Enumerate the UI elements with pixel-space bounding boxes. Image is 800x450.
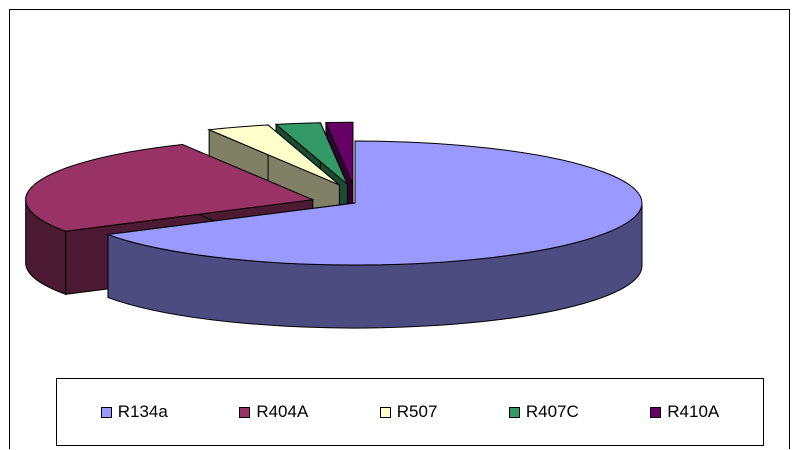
pie-slice-top-r407c xyxy=(274,122,348,185)
legend-swatch xyxy=(100,406,112,418)
legend-label: R404A xyxy=(256,402,309,421)
pie-slice-top-r134a xyxy=(107,140,643,266)
legend-item-r410a: R410A xyxy=(650,402,719,422)
pie-slice-top-r404a xyxy=(25,143,315,232)
legend-swatch xyxy=(650,406,662,418)
legend: R134a R404A R507 R407C R410A xyxy=(56,378,764,446)
legend-item-r407c: R407C xyxy=(508,402,579,422)
legend-label: R134a xyxy=(117,402,168,421)
legend-label: R407C xyxy=(525,402,579,421)
pie-slice-top-r507 xyxy=(207,124,340,186)
legend-item-r507: R507 xyxy=(379,402,438,422)
pie-chart xyxy=(25,121,643,329)
pie-slice-top-r410a xyxy=(325,121,354,185)
chart-area: R134a R404A R507 R407C R410A xyxy=(9,9,790,449)
legend-label: R507 xyxy=(396,402,438,421)
legend-item-r404a: R404A xyxy=(239,402,308,422)
legend-swatch xyxy=(508,406,520,418)
pie-slice-r134a xyxy=(107,140,643,329)
legend-item-r134a: R134a xyxy=(100,402,168,422)
legend-label: R410A xyxy=(667,402,720,421)
legend-swatch xyxy=(239,406,251,418)
legend-swatch xyxy=(379,406,391,418)
